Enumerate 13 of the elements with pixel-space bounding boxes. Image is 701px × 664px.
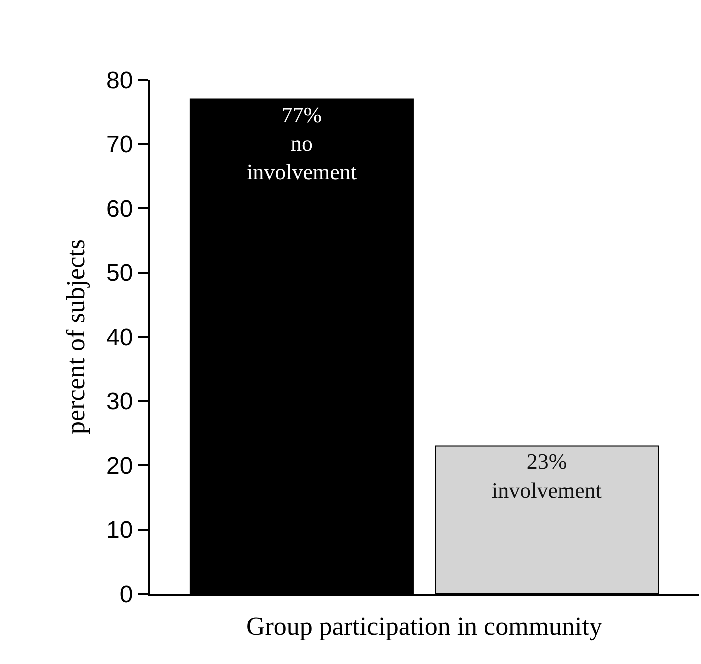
x-axis-title: Group participation in community [246, 612, 602, 642]
y-tick-label: 20 [106, 452, 134, 480]
y-tick-label: 50 [106, 260, 134, 288]
y-tick-label: 40 [106, 324, 134, 352]
y-tick-label: 80 [106, 67, 134, 94]
data-label: 23% involvement [492, 449, 602, 503]
y-tick-label: 30 [106, 388, 134, 416]
y-tick-label: 10 [106, 517, 134, 544]
data-label: 77% no involvement [246, 102, 357, 184]
y-tick-label: 60 [106, 196, 134, 223]
y-tick-label: 70 [106, 132, 134, 159]
y-axis-title: percent of subjects [61, 240, 90, 434]
y-tick-label: 0 [120, 581, 134, 608]
